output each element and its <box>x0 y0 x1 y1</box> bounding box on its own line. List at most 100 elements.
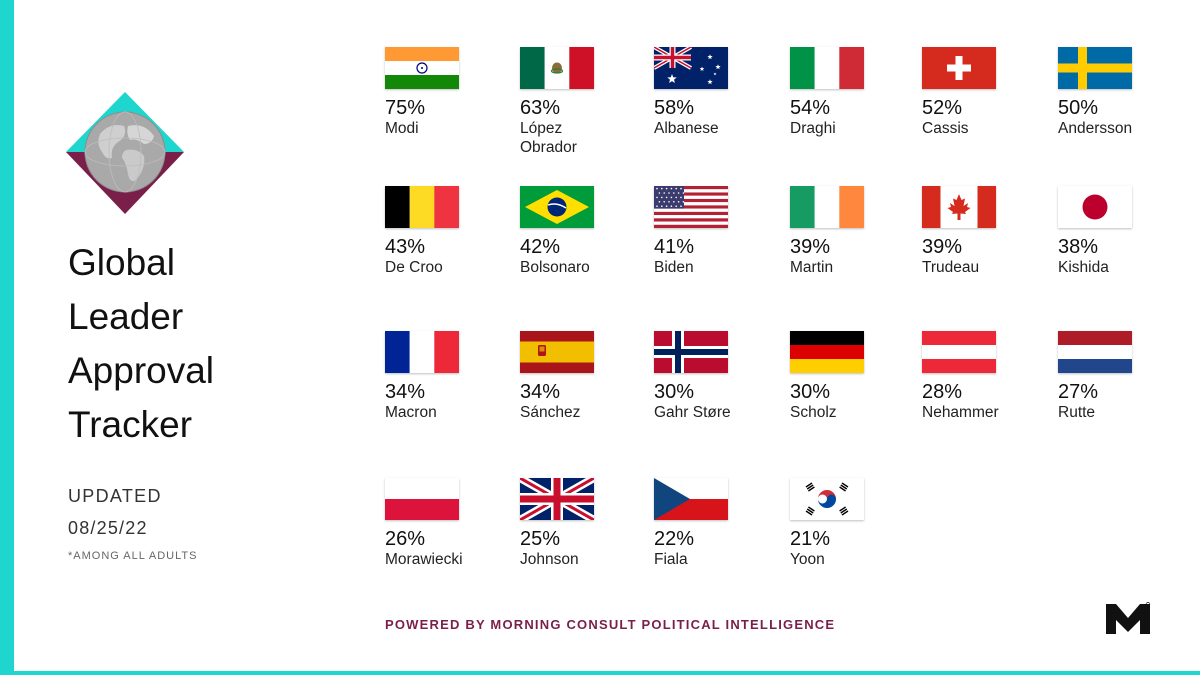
leader-card: 38% Kishida <box>1058 186 1188 277</box>
poland-flag-icon <box>385 478 459 520</box>
approval-value: 42% <box>520 236 561 258</box>
approval-value: 28% <box>922 381 963 403</box>
leader-card: 28% Nehammer <box>922 331 1052 422</box>
approval-value: 26% <box>385 528 426 550</box>
approval-value: 41% <box>654 236 695 258</box>
leader-name: Nehammer <box>922 404 999 421</box>
approval-value: 50% <box>1058 97 1099 119</box>
leader-card: 27% Rutte <box>1058 331 1188 422</box>
leader-name: Scholz <box>790 404 837 421</box>
netherlands-flag-icon <box>1058 331 1132 373</box>
approval-value: 22% <box>654 528 695 550</box>
leader-name: De Croo <box>385 259 443 276</box>
leader-card: 25% Johnson <box>520 478 650 569</box>
italy-flag-icon <box>790 47 864 89</box>
leader-name: Sánchez <box>520 404 581 421</box>
leader-card: 42% Bolsonaro <box>520 186 650 277</box>
approval-value: 30% <box>654 381 695 403</box>
leader-name: Biden <box>654 259 694 276</box>
austria-flag-icon <box>922 331 996 373</box>
page-title: Global Leader Approval Tracker <box>68 236 214 452</box>
leader-card: 39% Martin <box>790 186 920 277</box>
leader-name: Bolsonaro <box>520 259 590 276</box>
approval-value: 34% <box>520 381 561 403</box>
title-line: Leader <box>68 296 184 337</box>
leader-name: Macron <box>385 404 437 421</box>
title-line: Tracker <box>68 404 193 445</box>
leader-card: 30% Scholz <box>790 331 920 422</box>
bottom-accent-bar <box>0 671 1200 675</box>
approval-value: 63% <box>520 97 561 119</box>
powered-by-credit: POWERED BY MORNING CONSULT POLITICAL INT… <box>385 617 836 632</box>
belgium-flag-icon <box>385 186 459 228</box>
leader-card: 26% Morawiecki <box>385 478 515 569</box>
approval-value: 52% <box>922 97 963 119</box>
leader-card: 43% De Croo <box>385 186 515 277</box>
japan-flag-icon <box>1058 186 1132 228</box>
leader-card: 34% Macron <box>385 331 515 422</box>
approval-value: 30% <box>790 381 831 403</box>
leader-card: 50% Andersson <box>1058 47 1188 138</box>
switzerland-flag-icon <box>922 47 996 89</box>
approval-value: 21% <box>790 528 831 550</box>
leader-name: Andersson <box>1058 120 1133 137</box>
leader-name: Yoon <box>790 551 825 568</box>
approval-value: 58% <box>654 97 695 119</box>
leader-name: Rutte <box>1058 404 1096 421</box>
leader-name: Trudeau <box>922 259 980 276</box>
leader-name: Kishida <box>1058 259 1109 276</box>
leader-card: 52% Cassis <box>922 47 1052 138</box>
germany-flag-icon <box>790 331 864 373</box>
australia-flag-icon <box>654 47 728 89</box>
leader-card: 39% Trudeau <box>922 186 1052 277</box>
approval-value: 34% <box>385 381 426 403</box>
ireland-flag-icon <box>790 186 864 228</box>
leader-name: Martin <box>790 259 834 276</box>
approval-value: 39% <box>790 236 831 258</box>
france-flag-icon <box>385 331 459 373</box>
approval-value: 43% <box>385 236 426 258</box>
leader-name: Modi <box>385 120 419 137</box>
leader-name: Cassis <box>922 120 969 137</box>
leader-card: 54% Draghi <box>790 47 920 138</box>
approval-value: 54% <box>790 97 831 119</box>
title-line: Global <box>68 242 175 283</box>
updated-label: UPDATED <box>68 486 162 506</box>
leader-name: Morawiecki <box>385 551 463 568</box>
leader-card: 22% Fiala <box>654 478 784 569</box>
leader-name: Fiala <box>654 551 688 568</box>
approval-value: 38% <box>1058 236 1099 258</box>
leader-card: 58% Albanese <box>654 47 784 138</box>
spain-flag-icon <box>520 331 594 373</box>
leader-name: Gahr Støre <box>654 404 731 421</box>
czech-flag-icon <box>654 478 728 520</box>
canada-flag-icon <box>922 186 996 228</box>
leader-card: 34% Sánchez <box>520 331 650 422</box>
left-accent-bar <box>0 0 14 675</box>
brazil-flag-icon <box>520 186 594 228</box>
south-korea-flag-icon <box>790 478 864 520</box>
approval-value: 39% <box>922 236 963 258</box>
updated-date: 08/25/22 <box>68 518 148 538</box>
leader-card: 30% Gahr Støre <box>654 331 784 422</box>
approval-value: 27% <box>1058 381 1099 403</box>
approval-value: 75% <box>385 97 426 119</box>
norway-flag-icon <box>654 331 728 373</box>
title-line: Approval <box>68 350 215 391</box>
leader-name: Johnson <box>520 551 579 568</box>
globe-logo-icon <box>66 92 184 214</box>
usa-flag-icon <box>654 186 728 228</box>
leader-card: 21% Yoon <box>790 478 920 569</box>
leader-name: Albanese <box>654 120 719 137</box>
footnote: *AMONG ALL ADULTS <box>68 550 198 562</box>
leader-card: 75% Modi <box>385 47 515 138</box>
sweden-flag-icon <box>1058 47 1132 89</box>
india-flag-icon <box>385 47 459 89</box>
morning-consult-logo-icon <box>1106 602 1150 634</box>
uk-flag-icon <box>520 478 594 520</box>
leader-card: 41% Biden <box>654 186 784 277</box>
leader-name: López Obrador <box>520 120 577 156</box>
leader-card: 63% López Obrador <box>520 47 650 157</box>
approval-value: 25% <box>520 528 561 550</box>
leader-name: Draghi <box>790 120 836 137</box>
